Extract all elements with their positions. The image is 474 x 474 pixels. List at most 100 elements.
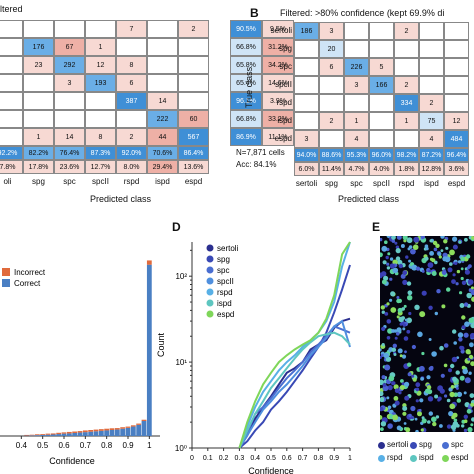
e-cell-dot — [439, 424, 443, 428]
panel-a-n-text: N=7,871 cells — [236, 148, 285, 157]
e-cell-dot — [404, 395, 410, 401]
matrix-a-cell: 12 — [85, 56, 116, 74]
d-series-line — [238, 241, 351, 449]
d-legend-marker — [206, 310, 214, 318]
row-label-b: espd — [274, 134, 292, 143]
matrix-b-cell — [319, 94, 344, 112]
e-cell-dot — [401, 382, 405, 386]
error-a-cell: 14.6% — [262, 74, 294, 92]
precision-error-b-cell: 4.7% — [344, 162, 369, 176]
bar-correct — [29, 435, 35, 436]
e-cell-dot — [398, 391, 402, 395]
e-cell-dot — [393, 396, 399, 401]
matrix-a-cell: 1 — [23, 128, 54, 146]
e-cell-dot — [380, 379, 384, 386]
e-cell-dot — [464, 377, 471, 384]
precision-error-a-cell: 29.4% — [147, 160, 178, 174]
e-cell-dot — [418, 408, 422, 412]
matrix-a-cell: 23 — [23, 56, 54, 74]
e-cell-dot — [464, 237, 468, 242]
e-cell-dot — [434, 260, 438, 265]
bar-correct — [34, 435, 40, 436]
error-a-cell: 11.1% — [262, 128, 294, 146]
matrix-a-cell — [0, 56, 23, 74]
e-cell-dot — [403, 304, 407, 308]
matrix-b-cell: 75 — [419, 112, 444, 130]
precision-error-a-cell: 23.6% — [54, 160, 85, 174]
e-cell-dot — [406, 281, 412, 286]
row-label-b: ispd — [277, 116, 292, 125]
matrix-a-cell — [0, 92, 23, 110]
e-cell-dot — [429, 239, 433, 243]
e-cell-dot — [463, 419, 468, 423]
e-cell-dot — [397, 259, 403, 265]
matrix-b-cell — [444, 58, 469, 76]
e-cell-dot — [410, 405, 416, 412]
precision-error-b-cell: 1.8% — [394, 162, 419, 176]
bar-incorrect — [125, 426, 131, 428]
e-cell-dot — [382, 383, 387, 387]
e-cell-dot — [399, 354, 403, 358]
e-cell-dot — [437, 398, 441, 402]
row-label-b: spc — [279, 62, 292, 71]
e-legend-marker — [378, 455, 385, 462]
e-cell-dot — [380, 355, 382, 359]
e-cell-dot — [459, 291, 463, 295]
e-cell-dot — [433, 247, 438, 252]
e-legend-marker — [378, 442, 385, 449]
matrix-a-cell — [0, 20, 23, 38]
e-cell-dot — [384, 240, 388, 244]
e-legend-marker — [410, 442, 417, 449]
e-cell-dot — [470, 423, 474, 427]
matrix-b-cell: 4 — [344, 130, 369, 148]
col-label-a: espd — [184, 177, 203, 186]
bar-correct — [56, 434, 62, 436]
e-cell-dot — [381, 245, 388, 252]
e-cell-dot — [440, 236, 445, 239]
e-cell-dot — [460, 267, 464, 271]
c-legend-label: Incorrect — [14, 268, 46, 277]
e-cell-dot — [415, 399, 419, 403]
matrix-a-cell: 2 — [116, 128, 147, 146]
e-cell-dot — [402, 411, 407, 416]
e-cell-dot — [390, 307, 397, 313]
matrix-b-cell: 166 — [369, 76, 394, 94]
e-cell-dot — [455, 386, 459, 390]
precision-a-cell: 82.2% — [23, 146, 54, 160]
e-cell-dot — [391, 239, 396, 243]
e-cell-dot — [469, 342, 474, 348]
row-label-b: rspd — [276, 98, 292, 107]
d-ylabel: Count — [156, 333, 166, 358]
col-label-a: spcII — [92, 177, 109, 186]
col-label-b: ispd — [424, 179, 439, 188]
panel-a-accuracy: Acc: 84.1% — [236, 160, 277, 169]
e-cell-dot — [390, 291, 396, 297]
e-cell-dot — [453, 341, 457, 345]
c-xtick: 0.8 — [101, 441, 113, 450]
matrix-a-cell — [85, 92, 116, 110]
matrix-b-cell: 2 — [394, 22, 419, 40]
col-label-a: rspd — [123, 177, 140, 186]
row-label-b: sertoli — [270, 26, 292, 35]
matrix-a-cell — [23, 20, 54, 38]
matrix-b-cell — [369, 40, 394, 58]
recall-a-cell: 66.8% — [230, 110, 262, 128]
e-cell-dot — [406, 237, 413, 244]
e-cell-dot — [386, 266, 391, 270]
panel-b-xlabel: Predicted class — [338, 194, 400, 204]
col-label-b: spc — [350, 179, 363, 188]
bar-incorrect — [77, 431, 83, 433]
e-cell-dot — [453, 418, 458, 423]
e-cell-dot — [427, 420, 431, 424]
matrix-b-cell: 3 — [319, 22, 344, 40]
panel-a-title: ltered — [0, 4, 23, 14]
matrix-a-cell — [147, 20, 178, 38]
e-cell-dot — [432, 421, 437, 427]
e-cell-dot — [402, 270, 408, 276]
precision-error-a-cell: 17.8% — [23, 160, 54, 174]
matrix-a-cell — [54, 20, 85, 38]
e-cell-dot — [420, 377, 424, 381]
d-ytick: 10¹ — [175, 358, 187, 367]
e-cell-dot — [408, 259, 412, 263]
e-cell-dot — [431, 351, 437, 357]
